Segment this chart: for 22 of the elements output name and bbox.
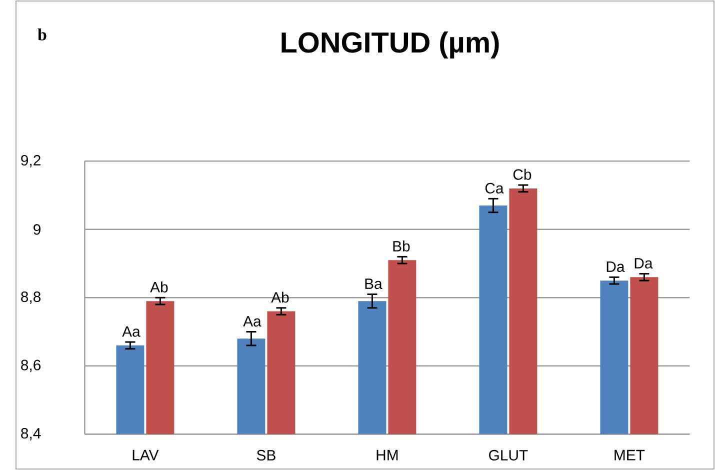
x-tick-label: SB <box>256 450 276 460</box>
chart-title: LONGITUD (µm) <box>282 32 499 58</box>
y-tick-label: 9,2 <box>21 154 40 168</box>
data-label: Aa <box>122 326 140 337</box>
data-label: Bb <box>393 240 410 252</box>
y-tick-label: 8,6 <box>21 360 41 372</box>
text: b <box>38 28 46 40</box>
x-tick-label: GLUT <box>489 450 528 460</box>
data-label: Ba <box>365 278 382 290</box>
x-tick-label: HM <box>376 450 398 460</box>
data-label: Da <box>634 258 653 269</box>
y-tick-label: 8,4 <box>21 428 41 440</box>
y-tick-label: 9 <box>34 224 40 235</box>
data-label: Ab <box>150 281 168 292</box>
data-label: Ca <box>485 182 504 194</box>
y-tick-label: 8,8 <box>21 291 41 304</box>
x-tick-label: LAV <box>132 450 159 460</box>
x-tick-label: MET <box>614 450 645 460</box>
data-label: Da <box>606 262 625 272</box>
data-label: Cb <box>513 168 532 180</box>
data-label: Ab <box>271 292 289 303</box>
data-label: Aa <box>243 316 262 327</box>
